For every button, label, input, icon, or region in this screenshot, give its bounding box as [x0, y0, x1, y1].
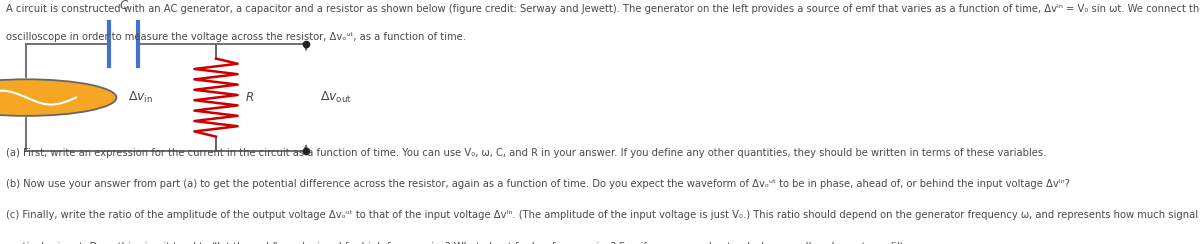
Text: $\Delta v_{\mathrm{out}}$: $\Delta v_{\mathrm{out}}$ [320, 90, 353, 105]
Text: particular input. Does this circuit tend to “let through” much signal for high f: particular input. Does this circuit tend… [6, 242, 917, 244]
Text: A circuit is constructed with an AC generator, a capacitor and a resistor as sho: A circuit is constructed with an AC gene… [6, 4, 1200, 14]
Text: (c) Finally, write the ratio of the amplitude of the output voltage Δvₒᵘᵗ to tha: (c) Finally, write the ratio of the ampl… [6, 210, 1200, 220]
Text: (a) First, write an expression for the current in the circuit as a function of t: (a) First, write an expression for the c… [6, 148, 1046, 158]
Text: R: R [246, 91, 254, 104]
Text: (b) Now use your answer from part (a) to get the potential difference across the: (b) Now use your answer from part (a) to… [6, 179, 1070, 189]
Circle shape [0, 79, 116, 116]
Text: C: C [120, 0, 127, 12]
Text: oscilloscope in order to measure the voltage across the resistor, Δvₒᵘᵗ, as a fu: oscilloscope in order to measure the vol… [6, 32, 466, 42]
Text: $\Delta v_{\mathrm{in}}$: $\Delta v_{\mathrm{in}}$ [128, 90, 154, 105]
